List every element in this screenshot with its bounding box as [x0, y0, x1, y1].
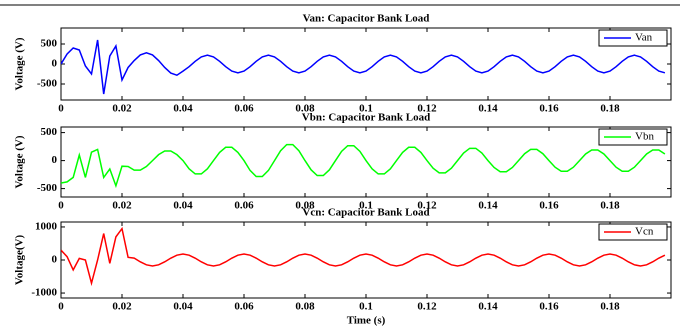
plot-frame: [60, 126, 672, 198]
legend-box: [598, 128, 668, 146]
y-axis-label: Voltage(V): [14, 235, 26, 286]
x-tick-label: 0.12: [417, 103, 437, 115]
x-tick-label: 0.02: [112, 200, 132, 212]
x-tick-label: 0.1: [359, 200, 373, 212]
x-tick-label: 0.18: [600, 103, 620, 115]
x-tick-label: 0.16: [539, 301, 559, 313]
legend-box: [598, 223, 668, 241]
data-line: [61, 143, 666, 189]
x-tick-label: 0.04: [173, 301, 193, 313]
x-tick-label: 0.14: [478, 301, 498, 313]
data-line: [61, 226, 666, 287]
y-axis-label: Voltage (V): [14, 37, 26, 90]
x-tick-label: 0.08: [295, 301, 315, 313]
x-tick-label: 0.06: [234, 301, 254, 313]
y-tick-label: -1000: [31, 287, 57, 299]
y-tick-label: 1000: [35, 220, 58, 232]
x-tick-label: 0.1: [359, 301, 373, 313]
x-tick-label: 0.14: [478, 200, 498, 212]
y-tick-label: 0: [52, 254, 58, 266]
x-tick-label: 0: [58, 301, 64, 313]
x-tick-label: 0.04: [173, 200, 193, 212]
y-tick-label: -500: [37, 182, 58, 194]
legend-box: [598, 29, 668, 47]
chart-title: Vbn: Capacitor Bank Load: [302, 112, 430, 124]
x-tick-label: 0.14: [478, 103, 498, 115]
x-tick-label: 0.06: [234, 103, 254, 115]
x-tick-label: 0.08: [295, 103, 315, 115]
y-tick-label: 500: [41, 38, 58, 50]
data-line: [61, 39, 666, 95]
x-tick-label: 0: [58, 103, 64, 115]
x-tick-label: 0.04: [173, 103, 193, 115]
chart-title: Vcn: Capacitor Bank Load: [302, 207, 429, 219]
y-tick-label: 0: [52, 58, 58, 70]
chart-title: Van: Capacitor Bank Load: [303, 13, 430, 25]
y-tick-label: 0: [52, 154, 58, 166]
x-tick-label: 0: [58, 200, 64, 212]
plot-frame: [60, 27, 672, 101]
x-tick-label: 0.02: [112, 301, 132, 313]
legend-label: Van: [635, 32, 653, 44]
y-tick-label: 500: [41, 126, 58, 138]
x-tick-label: 0.18: [600, 301, 620, 313]
legend-label: Vcn: [635, 226, 654, 238]
y-tick-label: -500: [37, 78, 58, 90]
x-tick-label: 0.18: [600, 200, 620, 212]
x-tick-label: 0.1: [359, 103, 373, 115]
x-tick-label: 0.16: [539, 200, 559, 212]
x-tick-label: 0.12: [417, 301, 437, 313]
x-tick-label: 0.12: [417, 200, 437, 212]
x-tick-label: 0.02: [112, 103, 132, 115]
legend-label: Vbn: [635, 131, 654, 143]
plot-frame: [60, 221, 672, 299]
x-tick-label: 0.08: [295, 200, 315, 212]
x-tick-label: 0.16: [539, 103, 559, 115]
x-axis-label: Time (s): [347, 315, 386, 327]
y-axis-label: Voltage (V): [14, 135, 26, 188]
x-tick-label: 0.06: [234, 200, 254, 212]
